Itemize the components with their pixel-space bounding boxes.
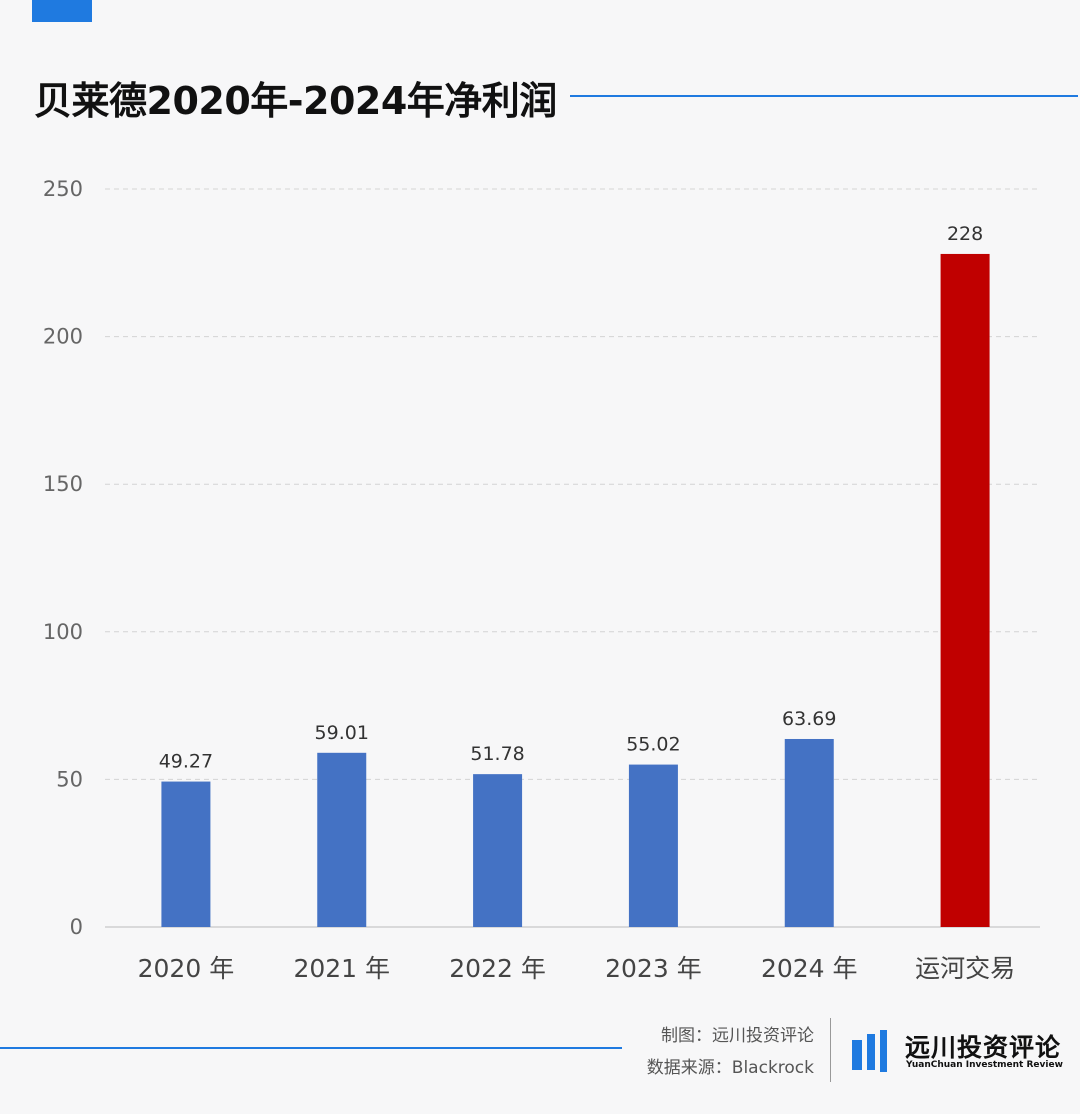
- bar: [317, 752, 367, 927]
- bar: [784, 738, 834, 927]
- x-tick-label: 2023 年: [605, 954, 702, 983]
- credit-source: 数据来源：Blackrock: [646, 1058, 814, 1078]
- y-tick-label: 50: [56, 767, 83, 791]
- footer-rule: [0, 1047, 622, 1049]
- bar-value-label: 59.01: [315, 722, 369, 744]
- chart-title: 贝莱德2020年-2024年净利润: [34, 79, 557, 123]
- y-tick-label: 250: [43, 177, 83, 201]
- x-tick-label: 2020 年: [138, 954, 235, 983]
- x-tick-label: 运河交易: [915, 954, 1015, 983]
- credit-maker: 制图：远川投资评论: [661, 1026, 814, 1046]
- y-tick-label: 100: [43, 620, 83, 644]
- header-accent-tab: [32, 0, 92, 22]
- bar-value-label: 63.69: [782, 708, 836, 730]
- bar-value-label: 228: [947, 223, 983, 245]
- bar: [940, 253, 990, 928]
- y-tick-label: 0: [70, 915, 83, 939]
- bar-chart: 0 50 100 150 200 250 49.27 2020 年 59.01 2021 年 51.…: [43, 177, 1040, 983]
- x-tick-label: 2022 年: [449, 954, 546, 983]
- brand-logo-icon: [852, 1030, 887, 1072]
- credits-block: 制图：远川投资评论 数据来源：Blackrock: [647, 1020, 814, 1084]
- logo-wordmark-en: YuanChuan Investment Review: [906, 1060, 1063, 1070]
- bar-value-label: 49.27: [159, 751, 213, 773]
- logo-wordmark-cn: 远川投资评论: [905, 1033, 1062, 1062]
- y-tick-label: 150: [43, 472, 83, 496]
- bar: [161, 781, 211, 927]
- x-tick-label: 2024 年: [761, 954, 858, 983]
- footer-divider: [830, 1018, 831, 1082]
- x-tick-label: 2021 年: [293, 954, 390, 983]
- bar-value-label: 55.02: [626, 734, 680, 756]
- title-rule: [570, 95, 1078, 97]
- bar: [473, 774, 523, 927]
- bar: [628, 764, 678, 927]
- bar-value-label: 51.78: [470, 743, 524, 765]
- y-tick-label: 200: [43, 325, 83, 349]
